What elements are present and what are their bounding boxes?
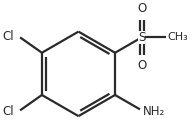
Text: Cl: Cl bbox=[3, 30, 14, 43]
Text: CH₃: CH₃ bbox=[167, 32, 188, 42]
Text: NH₂: NH₂ bbox=[143, 105, 166, 118]
Text: O: O bbox=[137, 59, 146, 72]
Text: Cl: Cl bbox=[3, 105, 14, 118]
Text: S: S bbox=[138, 31, 145, 44]
Text: O: O bbox=[137, 2, 146, 15]
